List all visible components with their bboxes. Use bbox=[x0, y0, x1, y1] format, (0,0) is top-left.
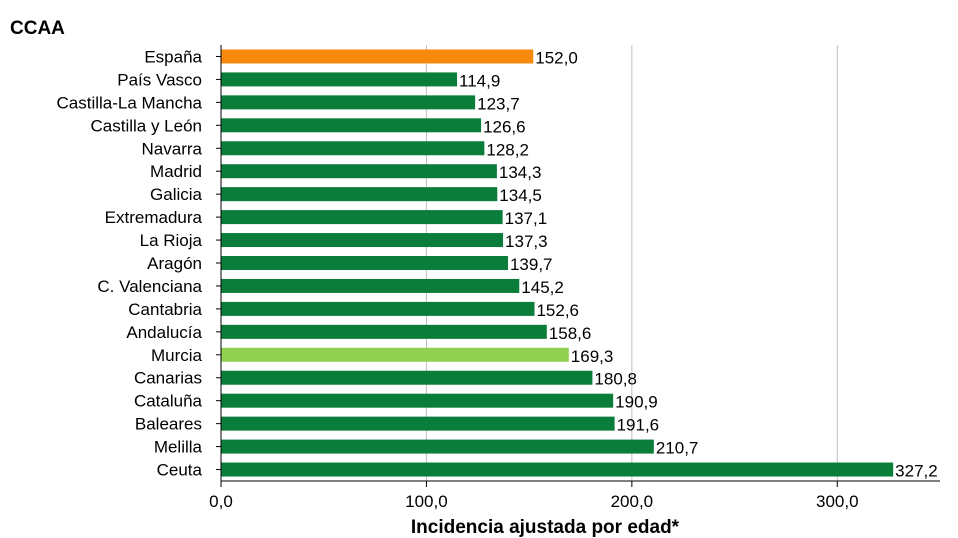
category-label: España bbox=[144, 47, 202, 66]
bar bbox=[221, 164, 497, 179]
value-label: 145,2 bbox=[521, 278, 564, 297]
category-label: Aragón bbox=[147, 254, 202, 273]
bar bbox=[221, 324, 547, 339]
category-label: País Vasco bbox=[117, 70, 202, 89]
value-label: 158,6 bbox=[549, 324, 592, 343]
value-label: 327,2 bbox=[895, 462, 938, 481]
bar bbox=[221, 416, 615, 431]
value-label: 123,7 bbox=[477, 94, 520, 113]
bar bbox=[221, 256, 508, 270]
bar bbox=[221, 187, 498, 202]
value-labels: 152,0 114,9 123,7 126,6 128,2 134,3 134,5 137,1… bbox=[459, 48, 938, 480]
bar bbox=[221, 118, 482, 133]
value-label: 191,6 bbox=[617, 416, 660, 435]
category-label: Galicia bbox=[150, 185, 203, 204]
value-label: 180,8 bbox=[594, 370, 637, 389]
bar bbox=[221, 370, 593, 385]
category-labels: España País Vasco Castilla-La Mancha Castil… bbox=[56, 47, 202, 479]
x-tick-label: 0,0 bbox=[209, 492, 233, 511]
axes bbox=[216, 45, 940, 487]
category-label: La Rioja bbox=[140, 231, 203, 250]
bar bbox=[221, 49, 534, 64]
bar bbox=[221, 347, 569, 362]
bar bbox=[221, 72, 458, 87]
bar bbox=[221, 233, 504, 248]
x-tick-label: 300,0 bbox=[816, 492, 859, 511]
category-label: Cantabria bbox=[128, 300, 202, 319]
category-label: Murcia bbox=[151, 346, 203, 365]
category-label: Cataluña bbox=[134, 392, 203, 411]
bar bbox=[221, 439, 654, 454]
value-label: 139,7 bbox=[510, 255, 553, 274]
value-label: 134,5 bbox=[499, 186, 542, 205]
category-label: Extremadura bbox=[105, 208, 203, 227]
x-axis-label: Incidencia ajustada por edad* bbox=[411, 517, 680, 538]
value-label: 137,1 bbox=[505, 209, 548, 228]
chart-title: CCAA bbox=[10, 18, 65, 39]
category-label: Andalucía bbox=[126, 323, 202, 342]
category-label: Madrid bbox=[150, 162, 202, 181]
value-label: 210,7 bbox=[656, 439, 699, 458]
bar bbox=[221, 278, 520, 293]
x-tick-label: 200,0 bbox=[611, 492, 654, 511]
bars bbox=[221, 49, 894, 477]
x-tick-label: 100,0 bbox=[405, 492, 448, 511]
value-label: 137,3 bbox=[505, 232, 548, 251]
value-label: 134,3 bbox=[499, 163, 542, 182]
value-label: 152,0 bbox=[535, 48, 578, 67]
value-label: 128,2 bbox=[486, 140, 529, 159]
category-label: Canarias bbox=[134, 369, 202, 388]
bar bbox=[221, 141, 485, 156]
bar bbox=[221, 462, 894, 477]
value-label: 169,3 bbox=[571, 347, 614, 366]
bar bbox=[221, 95, 476, 110]
value-label: 190,9 bbox=[615, 393, 658, 412]
category-label: Castilla-La Mancha bbox=[56, 93, 202, 112]
tick-labels: 0,0 100,0 200,0 300,0 bbox=[209, 492, 858, 511]
category-label: Ceuta bbox=[157, 461, 203, 480]
value-label: 126,6 bbox=[483, 117, 526, 136]
category-label: C. Valenciana bbox=[97, 277, 202, 296]
value-label: 114,9 bbox=[459, 71, 500, 90]
value-label: 152,6 bbox=[536, 301, 579, 320]
category-label: Baleares bbox=[135, 415, 202, 434]
category-label: Navarra bbox=[142, 139, 203, 158]
category-label: Castilla y León bbox=[90, 116, 202, 135]
bar bbox=[221, 210, 503, 225]
bar bbox=[221, 301, 535, 316]
category-label: Melilla bbox=[154, 438, 203, 457]
bar bbox=[221, 393, 614, 408]
